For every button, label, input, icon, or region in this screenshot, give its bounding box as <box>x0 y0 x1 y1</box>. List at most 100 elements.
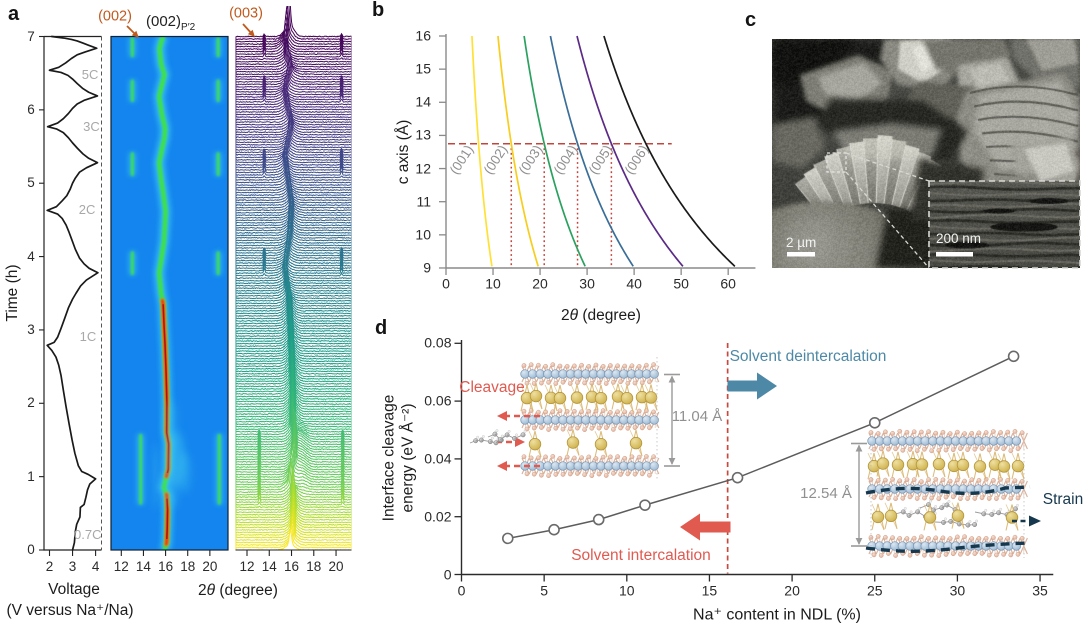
strain-arrow-head <box>1029 515 1041 527</box>
heatmap-tick-label: 16 <box>158 558 174 574</box>
cleavage-energy-marker <box>1007 350 1020 363</box>
bragg-y-tick-label: 13 <box>415 127 431 144</box>
rate-label-2c: 2C <box>78 201 96 217</box>
bragg-x-tick-label: 60 <box>720 275 736 292</box>
voltage-tick-label: 3 <box>68 558 77 574</box>
waterfall-line <box>235 524 352 550</box>
heatmap-diffuse-patch <box>166 476 178 509</box>
strain-curve-bottom <box>865 541 1031 553</box>
panel-label-a: a <box>8 3 20 25</box>
xrd-waterfall-axis <box>235 549 352 556</box>
voltage-axis-label-line1: Voltage <box>48 580 100 598</box>
heatmap-diffuse-patch <box>165 399 178 444</box>
panel-label-b: b <box>372 0 385 21</box>
scalebar-label-inset: 200 nm <box>936 231 982 246</box>
heatmap-streak-green <box>156 36 171 550</box>
heatmap-side-band <box>216 79 220 102</box>
peak-002-p2-subscript: P′2 <box>181 22 196 33</box>
waterfall-tick-label: 12 <box>239 558 255 574</box>
spacing-left-annotation: 11.04 Å <box>671 408 723 426</box>
heatmap-side-band <box>216 152 220 176</box>
bragg-curve-6 <box>603 35 736 267</box>
cleavage-arrow-head <box>497 411 507 421</box>
panel-label-d: d <box>375 317 388 339</box>
waterfall-tick-label: 14 <box>261 558 277 574</box>
intercalation-arrow <box>680 513 731 541</box>
bragg-x-tick-label: 50 <box>673 275 689 292</box>
cleavage-x-tick-label: 5 <box>540 582 549 599</box>
bragg-y-tick-label: 12 <box>415 160 431 177</box>
scalebar-inset <box>936 252 973 257</box>
cleavage-energy-marker <box>501 532 514 545</box>
voltage-axis-label-line2: (V versus Na⁺/Na) <box>6 601 134 619</box>
heatmap-side-band <box>130 79 134 102</box>
waterfall-tick-label: 16 <box>284 558 300 574</box>
cleavage-energy-marker <box>731 471 744 484</box>
voltage-plot <box>39 35 102 556</box>
heatmap-side-band <box>216 37 220 58</box>
bragg-curve-3 <box>523 35 586 267</box>
peak-003-label: (003) <box>229 5 263 22</box>
heatmap-side-band <box>217 434 221 505</box>
xrd-heatmap <box>110 35 229 556</box>
rate-label-0.7c: 0.7C <box>74 527 102 543</box>
heatmap-diffuse-patch <box>152 443 159 510</box>
na-content-axis-label: Na⁺ content in NDL (%) <box>693 606 861 624</box>
bragg-curve-4 <box>549 35 634 267</box>
panel-a-annotation-arrows <box>126 23 255 38</box>
two-theta-label-b: 2θ (degree) <box>561 306 641 324</box>
heatmap-tick-label: 18 <box>180 558 196 574</box>
bragg-curve-2 <box>497 35 540 267</box>
cleavage-x-tick-label: 0 <box>457 582 466 599</box>
rate-label-1c: 1C <box>79 329 97 345</box>
cleavage-x-tick-label: 25 <box>866 582 883 599</box>
time-tick-label: 6 <box>27 101 35 117</box>
bragg-y-tick-label: 15 <box>415 60 431 77</box>
heatmap-tick-label: 20 <box>202 558 218 574</box>
cleavage-y-tick-label: 0.02 <box>424 508 452 525</box>
time-tick-label: 5 <box>27 175 35 191</box>
scalebar-main <box>787 252 815 257</box>
waterfall-tick-label: 18 <box>306 558 322 574</box>
peak-002-p2-base: (002) <box>146 13 182 30</box>
rate-label-5c: 5C <box>81 66 99 82</box>
heatmap-tick-label: 14 <box>135 558 151 574</box>
bragg-x-tick-label: 0 <box>442 275 450 292</box>
cleavage-y-tick-label: 0.04 <box>424 450 452 467</box>
heatmap-streak-core <box>166 498 169 540</box>
bragg-curve-1 <box>471 35 493 267</box>
xrd-waterfall <box>235 6 352 550</box>
cleavage-arrow-head <box>515 437 525 447</box>
strain-curve-middle <box>865 485 1031 496</box>
bragg-x-tick-label: 40 <box>626 275 642 292</box>
cleavage-x-tick-label: 10 <box>619 582 635 599</box>
c-axis-label: c axis (Å) <box>394 119 412 185</box>
panel-label-c: c <box>745 9 757 31</box>
bragg-y-tick-label: 16 <box>415 27 431 44</box>
cleavage-energy-marker <box>868 416 881 429</box>
bragg-y-tick-label: 14 <box>415 93 431 110</box>
rate-label-3c: 3C <box>83 119 100 135</box>
voltage-tick-label: 4 <box>91 558 100 574</box>
cleavage-x-tick-label: 20 <box>784 582 800 599</box>
heatmap-border <box>110 35 229 551</box>
time-tick-label: 3 <box>27 321 35 337</box>
cleavage-x-tick-label: 15 <box>701 582 718 599</box>
time-tick-label: 1 <box>27 468 35 484</box>
voltage-curve <box>46 35 99 551</box>
cleavage-y-tick-label: 0.08 <box>424 334 452 351</box>
cleavage-y-tick-label: 0.06 <box>424 392 452 409</box>
arrow-head-icon <box>131 30 139 38</box>
bragg-y-tick-label: 9 <box>423 259 431 276</box>
bragg-x-tick-label: 20 <box>532 275 548 292</box>
peak-002-p2-label: (002)P′2 <box>146 14 195 34</box>
cleavage-energy-axis-label: Interface cleavage energy (eV Å⁻²) <box>380 394 417 522</box>
bragg-y-tick-label: 11 <box>416 193 431 210</box>
heatmap-side-band <box>130 251 134 275</box>
sem-zoom-box <box>826 152 847 173</box>
strain-annotation: Strain <box>1042 490 1084 508</box>
bragg-curve-5 <box>576 35 684 267</box>
sem-inset-border <box>928 180 1081 269</box>
